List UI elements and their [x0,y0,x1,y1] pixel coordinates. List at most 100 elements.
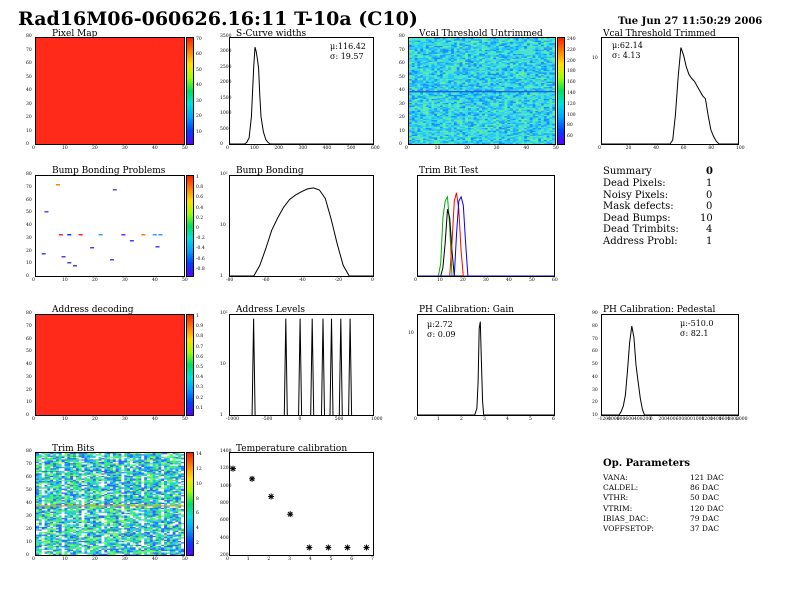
heatmap-cell [90,136,94,138]
heatmap-cell [172,79,176,81]
heatmap-cell [540,38,545,40]
heatmap-cell [70,105,74,108]
heatmap-cell [50,137,54,140]
heatmap-cell [181,83,184,85]
heatmap-cell [484,47,489,50]
scurve-plot[interactable] [229,37,374,145]
heatmap-cell [158,125,162,128]
heatmap-cell [149,117,154,120]
heatmap-cell [90,132,94,134]
heatmap-cell [149,52,154,55]
heatmap-cell [118,117,122,120]
heatmap-cell [437,39,441,42]
heatmap-cell [104,64,108,67]
heatmap-cell [147,85,151,88]
heatmap-cell [70,69,74,72]
heatmap-cell [169,132,174,134]
heatmap-cell [95,59,100,61]
heatmap-cell [175,102,179,105]
heatmap-cell [164,112,168,114]
heatmap-cell [70,77,74,80]
heatmap-cell [144,126,148,129]
heatmap-cell [129,134,134,137]
heatmap-cell [118,83,122,85]
heatmap-cell [121,75,125,77]
heatmap-cell [132,87,137,89]
heatmap-cell [115,106,119,109]
heatmap-cell [439,39,444,42]
heatmap-cell [141,79,145,81]
heatmap-cell [141,100,145,102]
heatmap-cell [158,104,162,106]
heatmap-cell [132,55,137,57]
heatmap-cell [532,57,536,60]
heatmap-cell [169,113,174,116]
heatmap-cell [75,134,80,137]
heatmap-cell [423,38,427,40]
heatmap-cell [87,98,91,101]
heatmap-cell [78,129,82,132]
pixel-map-plot[interactable] [35,37,185,145]
heatmap-cell [127,67,131,69]
heatmap-cell [92,101,97,104]
heatmap-cell [155,76,159,79]
heatmap-cell [521,55,525,57]
heatmap-cell [73,79,77,81]
heatmap-cell [524,49,528,52]
heatmap-cell [164,100,168,102]
heatmap-cell [411,49,416,52]
heatmap-cell [112,120,117,122]
heatmap-cell [47,105,51,108]
heatmap-cell [172,136,176,138]
heatmap-cell [38,44,43,47]
heatmap-cell [487,48,491,51]
heatmap-cell [175,109,179,112]
heatmap-cell [161,41,165,44]
heatmap-cell [36,118,40,121]
heatmap-cell [61,65,65,68]
heatmap-cell [149,44,154,47]
heatmap-cell [98,122,102,125]
heatmap-cell [132,136,137,138]
heatmap-cell [58,45,63,48]
heatmap-cell [47,45,51,48]
heatmap-cell [178,40,182,43]
heatmap-cell [164,93,168,96]
heatmap-cell [549,51,553,53]
heatmap-cell [118,75,122,77]
heatmap-cell [95,126,100,129]
heatmap-cell [121,80,125,83]
heatmap-cell [172,116,176,118]
heatmap-cell [90,137,94,140]
heatmap-cell [164,140,168,142]
heatmap-cell [158,47,162,50]
heatmap-cell [423,55,427,57]
heatmap-cell [546,39,550,42]
heatmap-cell [112,136,117,138]
heatmap-cell [110,116,114,118]
heatmap-cell [95,72,100,75]
heatmap-cell [487,52,491,55]
vcal-untrimmed-plot[interactable] [408,37,556,145]
heatmap-cell [38,104,43,106]
heatmap-cell [101,44,105,47]
heatmap-cell [445,57,449,60]
heatmap-cell [164,69,168,72]
heatmap-cell [138,141,142,144]
heatmap-cell [87,140,91,142]
heatmap-cell [53,120,57,122]
heatmap-cell [81,113,85,116]
heatmap-cell [127,59,131,61]
heatmap-cell [101,91,105,93]
heatmap-cell [124,114,128,117]
heatmap-cell [479,40,483,43]
heatmap-cell [61,59,65,61]
heatmap-cell [90,98,94,101]
heatmap-cell [158,113,162,116]
heatmap-cell [169,89,174,92]
heatmap-cell [138,109,142,112]
heatmap-cell [98,53,102,56]
heatmap-cell [141,64,145,67]
heatmap-cell [55,73,60,76]
heatmap-cell [552,41,555,44]
